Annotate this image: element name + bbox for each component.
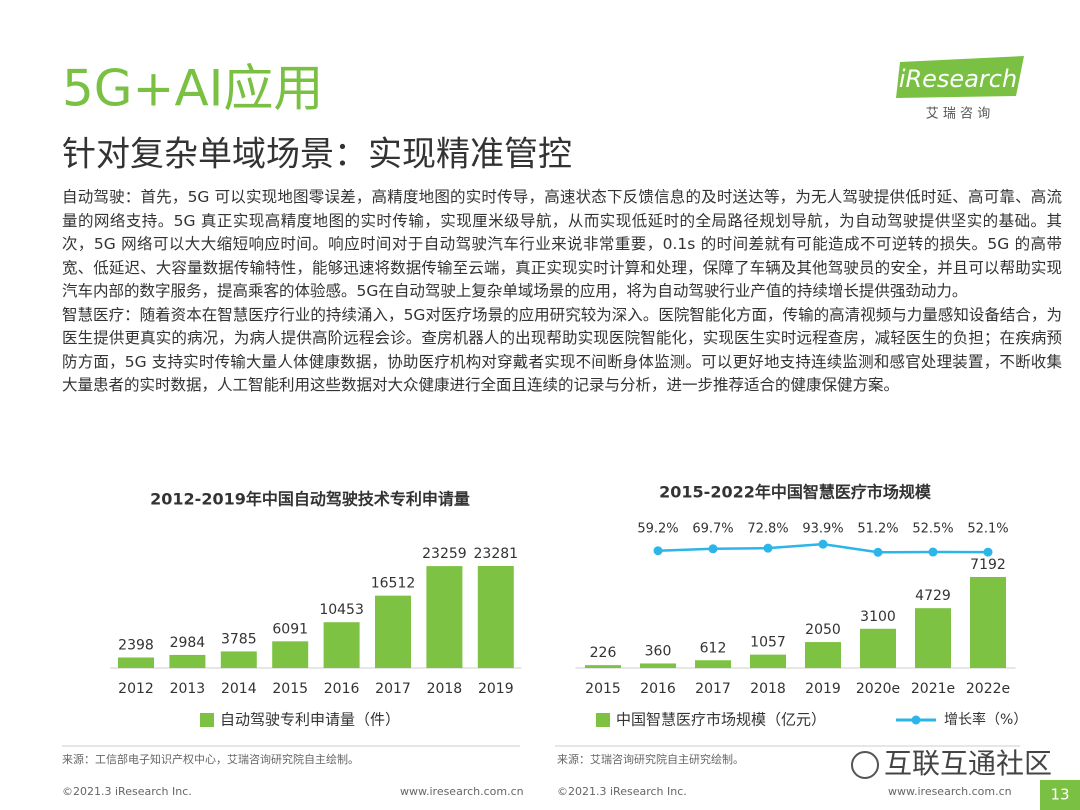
x-tick-label: 2015	[585, 681, 621, 697]
logo: iResearch	[899, 65, 1017, 93]
copyright: ©2021.3 iResearch Inc.	[557, 785, 687, 798]
x-tick-label: 2012	[118, 681, 154, 697]
data-label: 59.2%	[637, 522, 678, 537]
bar	[426, 566, 463, 668]
bar	[272, 641, 309, 668]
bar	[915, 608, 951, 668]
data-label: 6091	[272, 621, 308, 637]
bar	[477, 566, 514, 668]
body-text: 自动驾驶：首先，5G 可以实现地图零误差，高精度地图的实时传导，高速状态下反馈信…	[62, 186, 1062, 398]
page-number: 13	[1050, 786, 1069, 804]
data-label: 52.1%	[967, 522, 1008, 537]
data-label: 4729	[915, 588, 951, 604]
legend-swatch	[200, 713, 214, 727]
x-tick-label: 2022e	[966, 681, 1010, 697]
data-label: 226	[590, 645, 617, 661]
data-label: 10453	[319, 602, 364, 618]
chart-title: 2015-2022年中国智慧医疗市场规模	[659, 483, 932, 502]
line-point	[708, 544, 718, 554]
paragraph: 智慧医疗：随着资本在智慧医疗行业的持续涌入，5G对医疗场景的应用研究较为深入。医…	[62, 305, 1062, 395]
title: 5G+AI应用	[62, 60, 323, 118]
bar	[805, 642, 841, 668]
source: 来源：工信部电子知识产权中心，艾瑞咨询研究院自主绘制。	[62, 752, 359, 766]
x-tick-label: 2020e	[856, 681, 900, 697]
x-tick-label: 2017	[375, 681, 411, 697]
legend-label: 中国智慧医疗市场规模（亿元）	[616, 711, 826, 729]
legend-label: 增长率（%）	[944, 711, 1027, 728]
bar	[640, 663, 676, 668]
data-label: 3100	[860, 609, 896, 625]
data-label: 23259	[422, 546, 467, 562]
x-tick-label: 2017	[695, 681, 731, 697]
line-point	[983, 547, 993, 557]
website: www.iresearch.com.cn	[400, 785, 524, 798]
bar	[169, 654, 206, 668]
line-point	[653, 546, 663, 556]
bar	[585, 665, 621, 668]
bar	[375, 595, 411, 668]
bar	[860, 628, 896, 668]
line-point	[928, 547, 938, 557]
data-label: 93.9%	[802, 522, 843, 537]
data-label: 72.8%	[747, 522, 788, 537]
website: www.iresearch.com.cn	[888, 785, 1012, 798]
logo-sub: 艾 瑞 咨 询	[926, 107, 990, 122]
line-point	[818, 539, 828, 549]
source: 来源：艾瑞咨询研究院自主研究绘制。	[557, 752, 744, 766]
line-point	[763, 543, 773, 553]
legend-swatch	[911, 715, 921, 725]
data-label: 2398	[118, 637, 154, 653]
x-tick-label: 2019	[805, 681, 841, 697]
legend-swatch	[596, 713, 610, 727]
x-tick-label: 2015	[272, 681, 308, 697]
data-label: 360	[645, 643, 672, 659]
data-label: 23281	[474, 546, 519, 562]
copyright: ©2021.3 iResearch Inc.	[62, 785, 192, 798]
chart-title: 2012-2019年中国自动驾驶技术专利申请量	[150, 490, 470, 509]
data-label: 16512	[371, 576, 416, 592]
data-label: 1057	[750, 635, 786, 651]
x-tick-label: 2016	[324, 681, 360, 697]
paragraph: 自动驾驶：首先，5G 可以实现地图零误差，高精度地图的实时传导，高速状态下反馈信…	[62, 188, 1062, 300]
data-label: 3785	[221, 631, 257, 647]
logo-bg	[896, 56, 1024, 98]
page-number-bg	[1040, 780, 1080, 810]
x-tick-label: 2014	[221, 681, 257, 697]
bar	[220, 651, 257, 668]
line-point	[873, 547, 883, 557]
wechat-icon	[851, 751, 879, 779]
bar	[750, 654, 786, 668]
watermark: 互联互通社区	[884, 747, 1052, 780]
legend-label: 自动驾驶专利申请量（件）	[220, 711, 400, 729]
bar	[323, 622, 360, 668]
bar	[118, 657, 154, 668]
data-label: 2050	[805, 622, 841, 638]
x-tick-label: 2018	[427, 681, 463, 697]
data-label: 7192	[970, 557, 1006, 573]
data-label: 52.5%	[912, 522, 953, 537]
bar	[695, 660, 731, 668]
data-label: 612	[700, 640, 727, 656]
subtitle: 针对复杂单域场景：实现精准管控	[62, 135, 572, 175]
data-label: 51.2%	[857, 522, 898, 537]
x-tick-label: 2021e	[911, 681, 955, 697]
x-tick-label: 2013	[170, 681, 206, 697]
x-tick-label: 2019	[478, 681, 514, 697]
data-label: 69.7%	[692, 522, 733, 537]
bar	[970, 577, 1006, 668]
data-label: 2984	[170, 635, 206, 651]
x-tick-label: 2018	[750, 681, 786, 697]
x-tick-label: 2016	[640, 681, 676, 697]
